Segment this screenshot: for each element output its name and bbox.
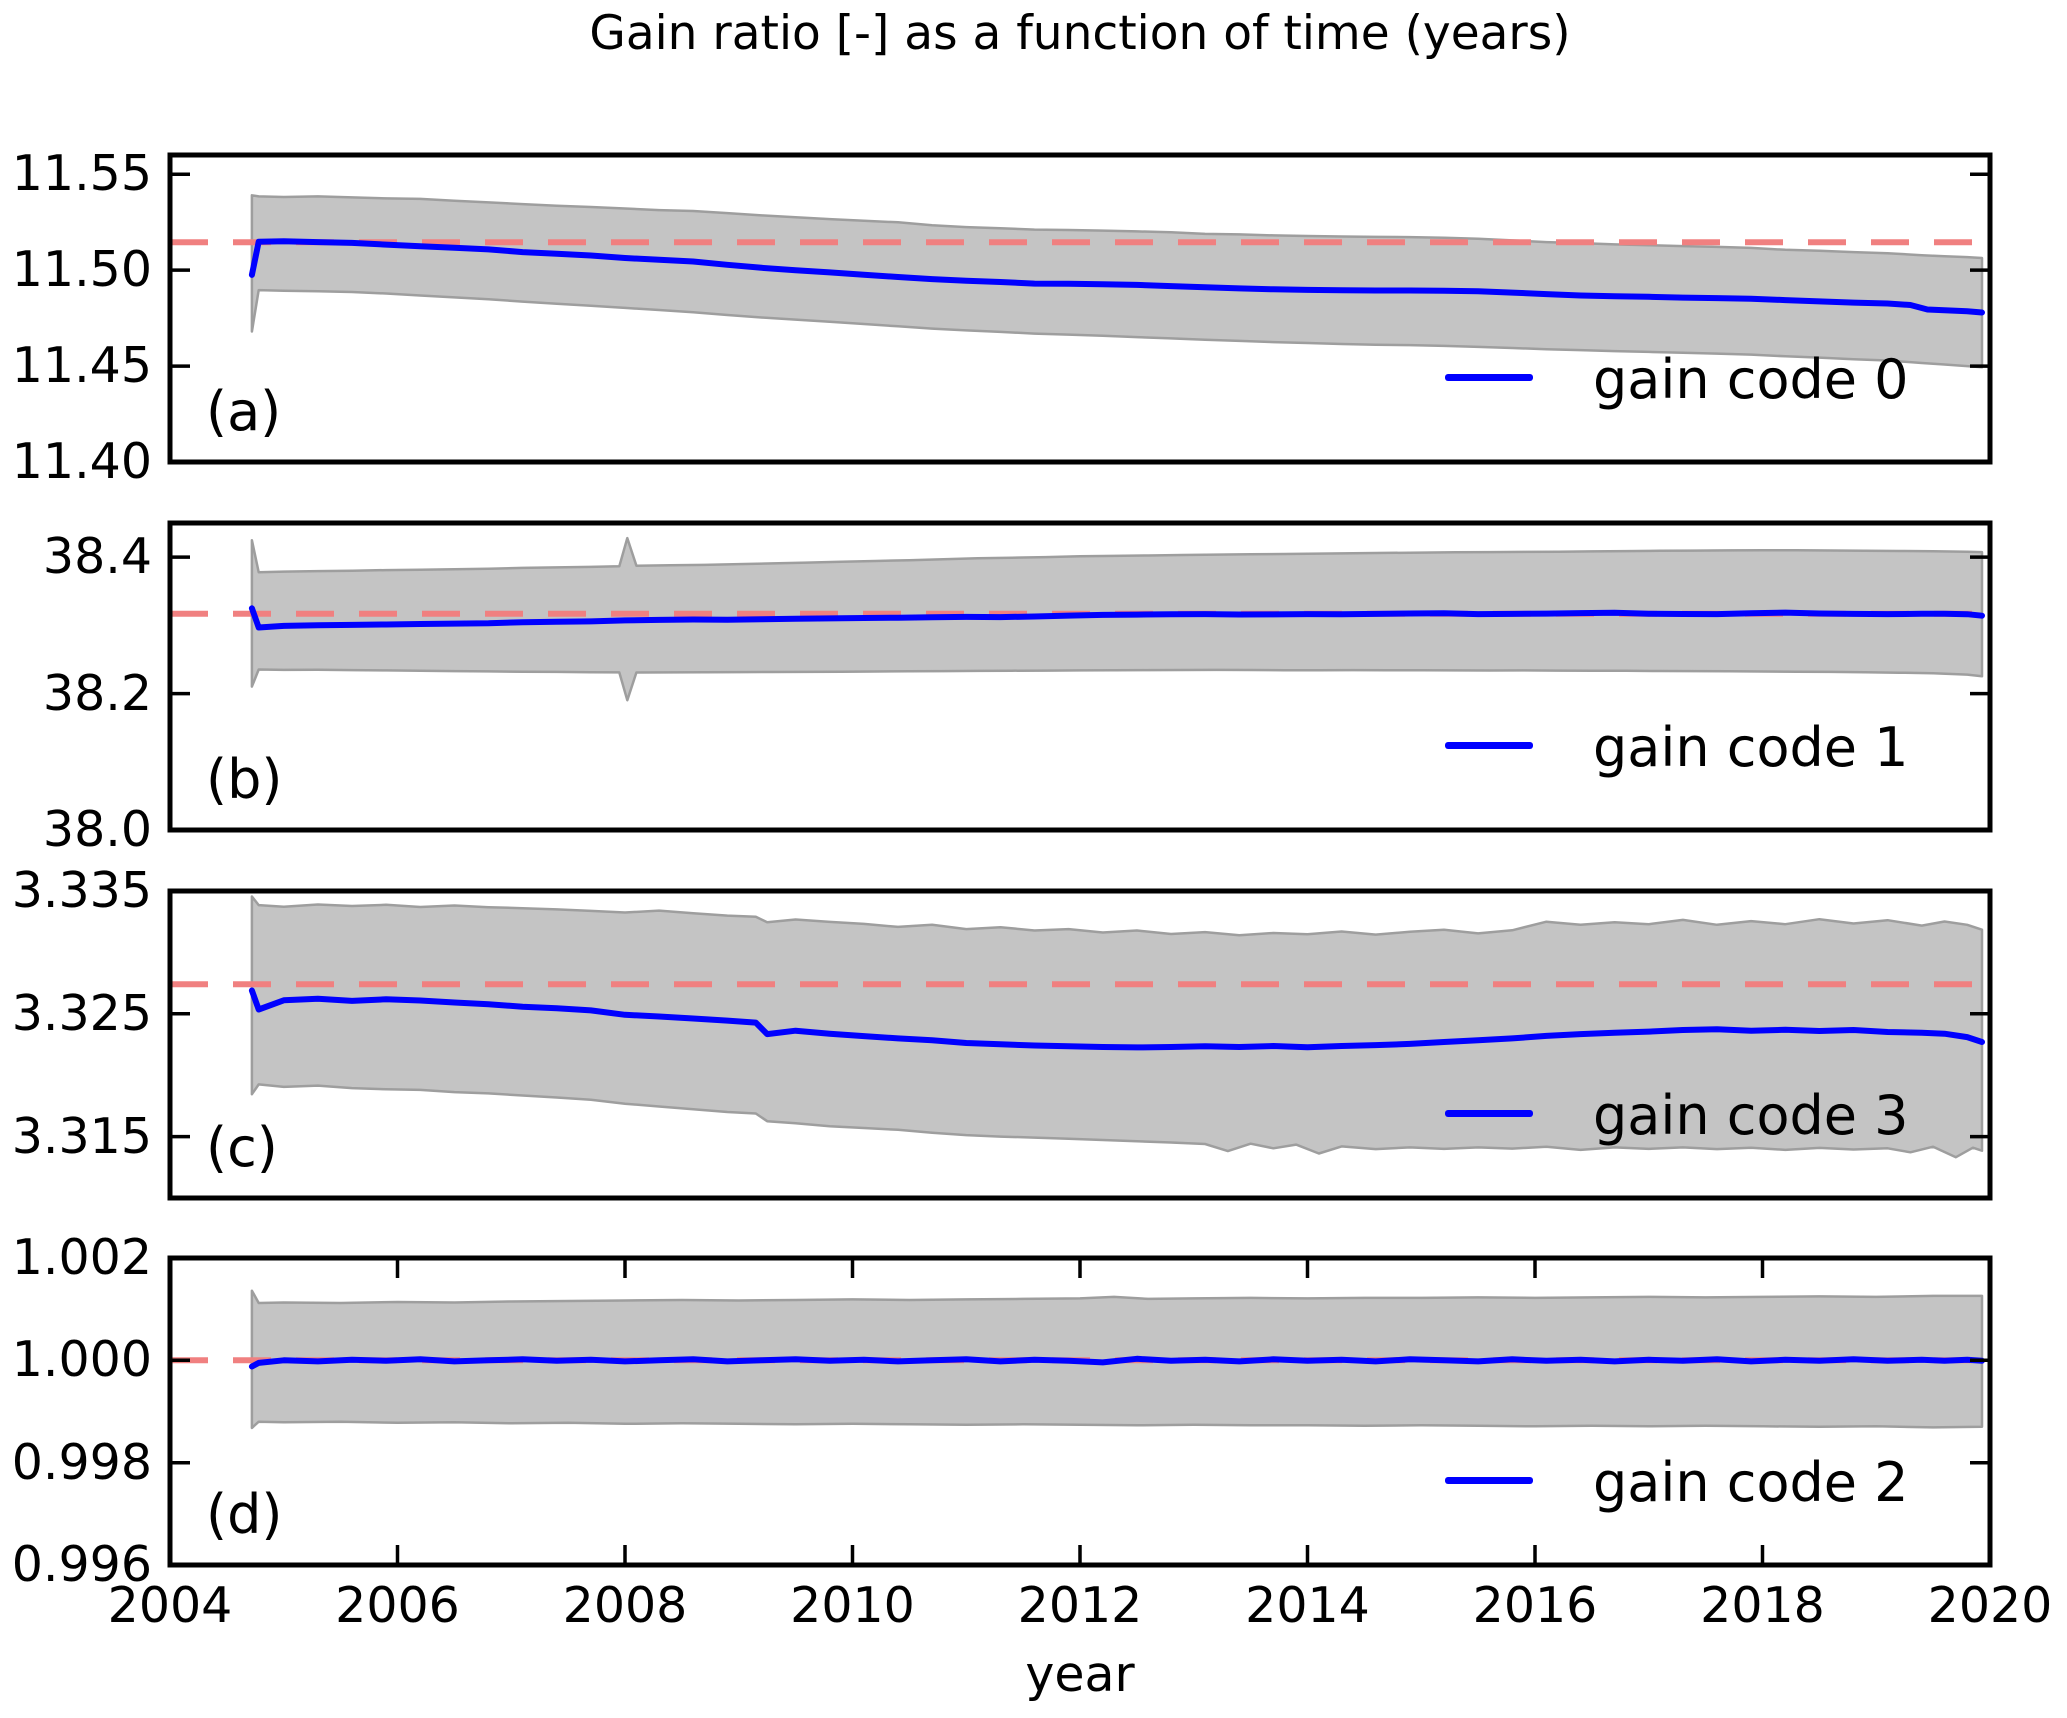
gain-ratio-line [248,238,1985,316]
x-tick-label: 2018 [1700,1577,1825,1634]
axes-frame [167,520,1993,833]
uncertainty-band [250,536,1984,702]
x-axis-label: year [1025,1646,1135,1703]
chart-title: Gain ratio [-] as a function of time (ye… [589,6,1571,61]
panel-c-plot [167,888,1993,1201]
y-tick-label: 3.315 [11,1107,152,1165]
panel-b-legend-label: gain code 1 [1593,716,1909,779]
x-tick-label: 2010 [790,1577,915,1634]
y-tick-label: 11.55 [11,145,152,203]
panel-d-plot [167,1255,1993,1568]
panel-c-legend-line-sample [1445,1110,1533,1117]
y-tick-label: 38.4 [42,528,152,586]
gain-ratio-line [248,605,1985,631]
y-tick-label: 0.996 [11,1536,152,1593]
y-tick-label: 3.325 [11,984,152,1042]
gain-ratio-line [248,1355,1985,1370]
y-tick-label: 38.0 [42,801,152,858]
x-tick-label: 2004 [107,1577,233,1634]
uncertainty-band [250,895,1984,1159]
y-tick-label: 11.45 [11,337,152,395]
y-tick-label: 38.2 [42,664,152,722]
panel-c-legend-label: gain code 3 [1593,1084,1909,1147]
uncertainty-band [250,194,1984,369]
panel-a-letter: (a) [206,380,282,443]
panel-d-letter: (d) [206,1483,283,1546]
x-tick-label: 2008 [562,1577,688,1634]
x-tick-label: 2012 [1017,1577,1143,1634]
x-tick-label: 2014 [1245,1577,1370,1634]
panel-b-letter: (b) [206,748,283,811]
panel-d-legend-label: gain code 2 [1593,1451,1909,1514]
panel-d-legend-line-sample [1445,1477,1533,1484]
y-tick-label: 1.000 [11,1331,152,1389]
gain-ratio-line [248,987,1985,1051]
axes-frame [167,888,1993,1201]
x-tick-label: 2006 [335,1577,460,1634]
panel-a-legend-label: gain code 0 [1593,348,1909,411]
panel-b-plot [167,520,1993,833]
panel-a-plot [167,152,1993,465]
x-tick-label: 2016 [1472,1577,1598,1634]
x-tick-label: 2020 [1927,1577,2053,1634]
axes-frame [167,1255,1993,1568]
axes-frame [167,152,1993,465]
panel-c-letter: (c) [206,1116,278,1179]
y-tick-label: 3.335 [11,862,152,919]
panel-b-legend-line-sample [1445,742,1533,749]
y-tick-label: 11.40 [11,433,152,490]
y-tick-label: 11.50 [11,241,152,299]
y-tick-label: 0.998 [11,1433,152,1491]
panel-a-legend-line-sample [1445,374,1533,381]
y-tick-label: 1.002 [11,1229,152,1286]
